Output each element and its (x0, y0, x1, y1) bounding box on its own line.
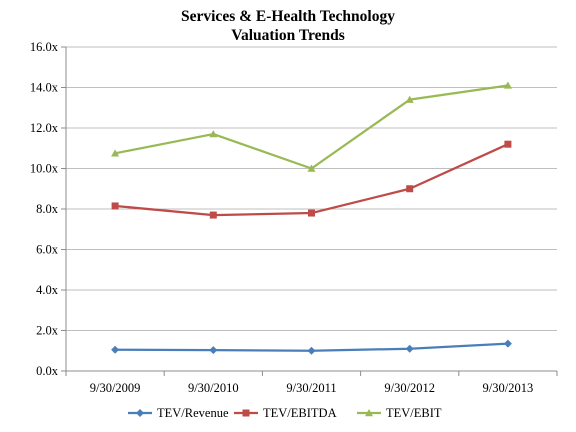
x-tick-label: 9/30/2010 (188, 381, 239, 395)
data-point-tev-revenue (503, 339, 512, 348)
y-tick-label: 8.0x (36, 202, 59, 216)
x-tick-label: 9/30/2012 (384, 381, 435, 395)
data-point-tev-revenue (307, 346, 316, 355)
data-point-tev-ebitda (111, 202, 119, 210)
x-tick-label: 9/30/2013 (483, 381, 534, 395)
legend-label: TEV/EBIT (386, 406, 442, 420)
legend: TEV/Revenue TEV/EBITDA TEV/EBIT (128, 406, 442, 420)
y-tick-label: 12.0x (30, 121, 59, 135)
legend-item-tev-revenue: TEV/Revenue (128, 406, 229, 420)
x-tick-label: 9/30/2009 (90, 381, 141, 395)
legend-swatch-marker (365, 409, 373, 417)
data-point-tev-ebit (503, 81, 512, 89)
y-tick-label: 16.0x (30, 40, 59, 54)
chart-title-line-2: Valuation Trends (231, 27, 345, 44)
series-line-tev-ebitda (114, 143, 509, 217)
data-point-tev-revenue (111, 345, 120, 354)
legend-label: TEV/Revenue (157, 406, 229, 420)
series-tev-ebitda (111, 140, 512, 219)
y-tick-label: 10.0x (30, 162, 59, 176)
legend-label: TEV/EBITDA (263, 406, 337, 420)
data-point-tev-ebit (405, 95, 414, 103)
data-point-tev-revenue (405, 344, 414, 353)
y-tick-label: 2.0x (36, 324, 59, 338)
y-tick-label: 0.0x (36, 364, 59, 378)
y-axis-tick-labels: 0.0x 2.0x 4.0x 6.0x 8.0x 10.0x 12.0x 14.0x 16.0x (30, 40, 59, 378)
legend-swatch-marker (136, 409, 144, 417)
series-tev-revenue (111, 339, 512, 355)
data-point-tev-ebitda (504, 140, 512, 148)
data-point-tev-ebit (111, 149, 120, 157)
legend-item-tev-ebitda: TEV/EBITDA (234, 406, 337, 420)
data-point-tev-ebit (307, 164, 316, 172)
y-tick-label: 6.0x (36, 243, 59, 257)
legend-swatch-marker (242, 409, 250, 417)
data-point-tev-ebitda (308, 209, 315, 217)
x-axis-tick-labels: 9/30/2009 9/30/2010 9/30/2011 9/30/2012 9/30… (90, 381, 534, 395)
data-point-tev-ebit (209, 130, 218, 138)
series (111, 81, 512, 355)
data-point-tev-ebitda (406, 185, 414, 193)
chart-title-line-1: Services & E-Health Technology (181, 8, 395, 25)
x-tick-label: 9/30/2011 (286, 381, 336, 395)
series-line-tev-ebit (114, 84, 509, 170)
y-tick-label: 14.0x (30, 81, 59, 95)
legend-item-tev-ebit: TEV/EBIT (357, 406, 442, 420)
data-point-tev-ebitda (209, 211, 217, 219)
series-tev-ebit (111, 81, 512, 172)
y-tick-label: 4.0x (36, 283, 59, 297)
axes (61, 46, 558, 376)
data-point-tev-revenue (209, 346, 218, 355)
